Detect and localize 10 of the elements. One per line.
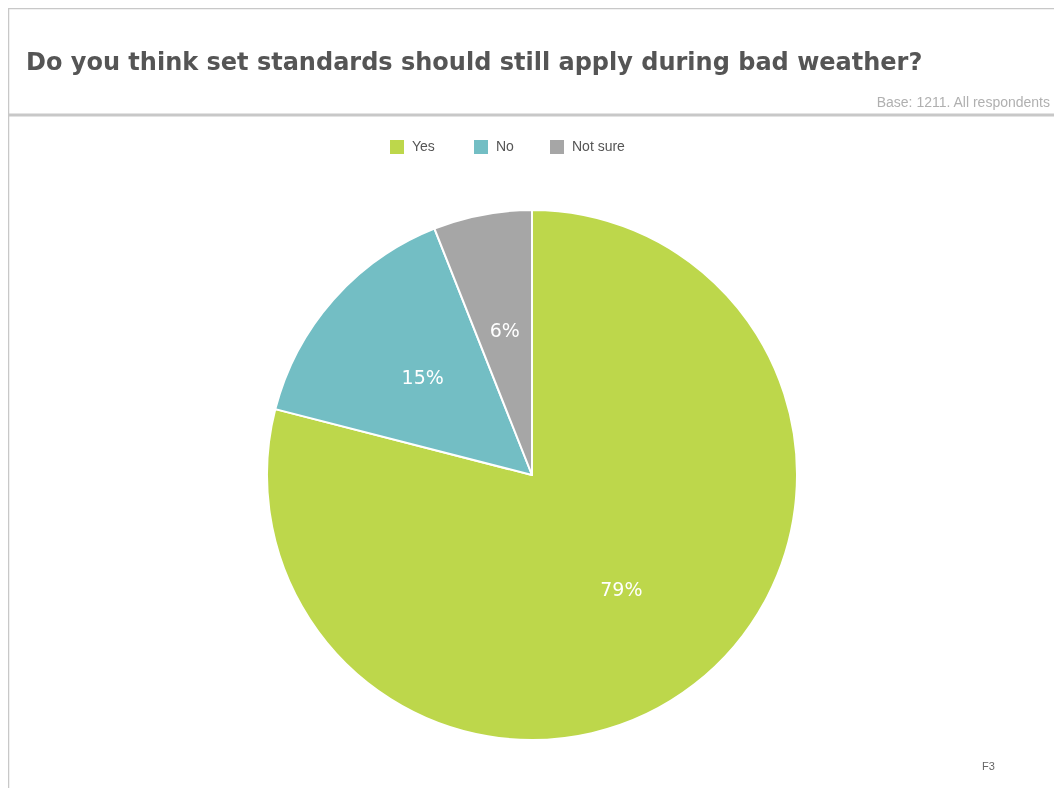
data-label: 6%: [489, 319, 520, 342]
data-label: 79%: [600, 577, 643, 600]
text: F3: [982, 760, 995, 772]
legend-label: Yes: [412, 137, 435, 154]
chart-title: Do you think set standards should still apply during bad weather?: [26, 48, 923, 76]
legend-label: Not sure: [572, 137, 626, 154]
text: Base: 1211. All respondents: [876, 94, 1050, 110]
legend-label: No: [496, 137, 515, 154]
data-label: 15%: [401, 366, 444, 389]
pie-slice: [266, 209, 798, 741]
